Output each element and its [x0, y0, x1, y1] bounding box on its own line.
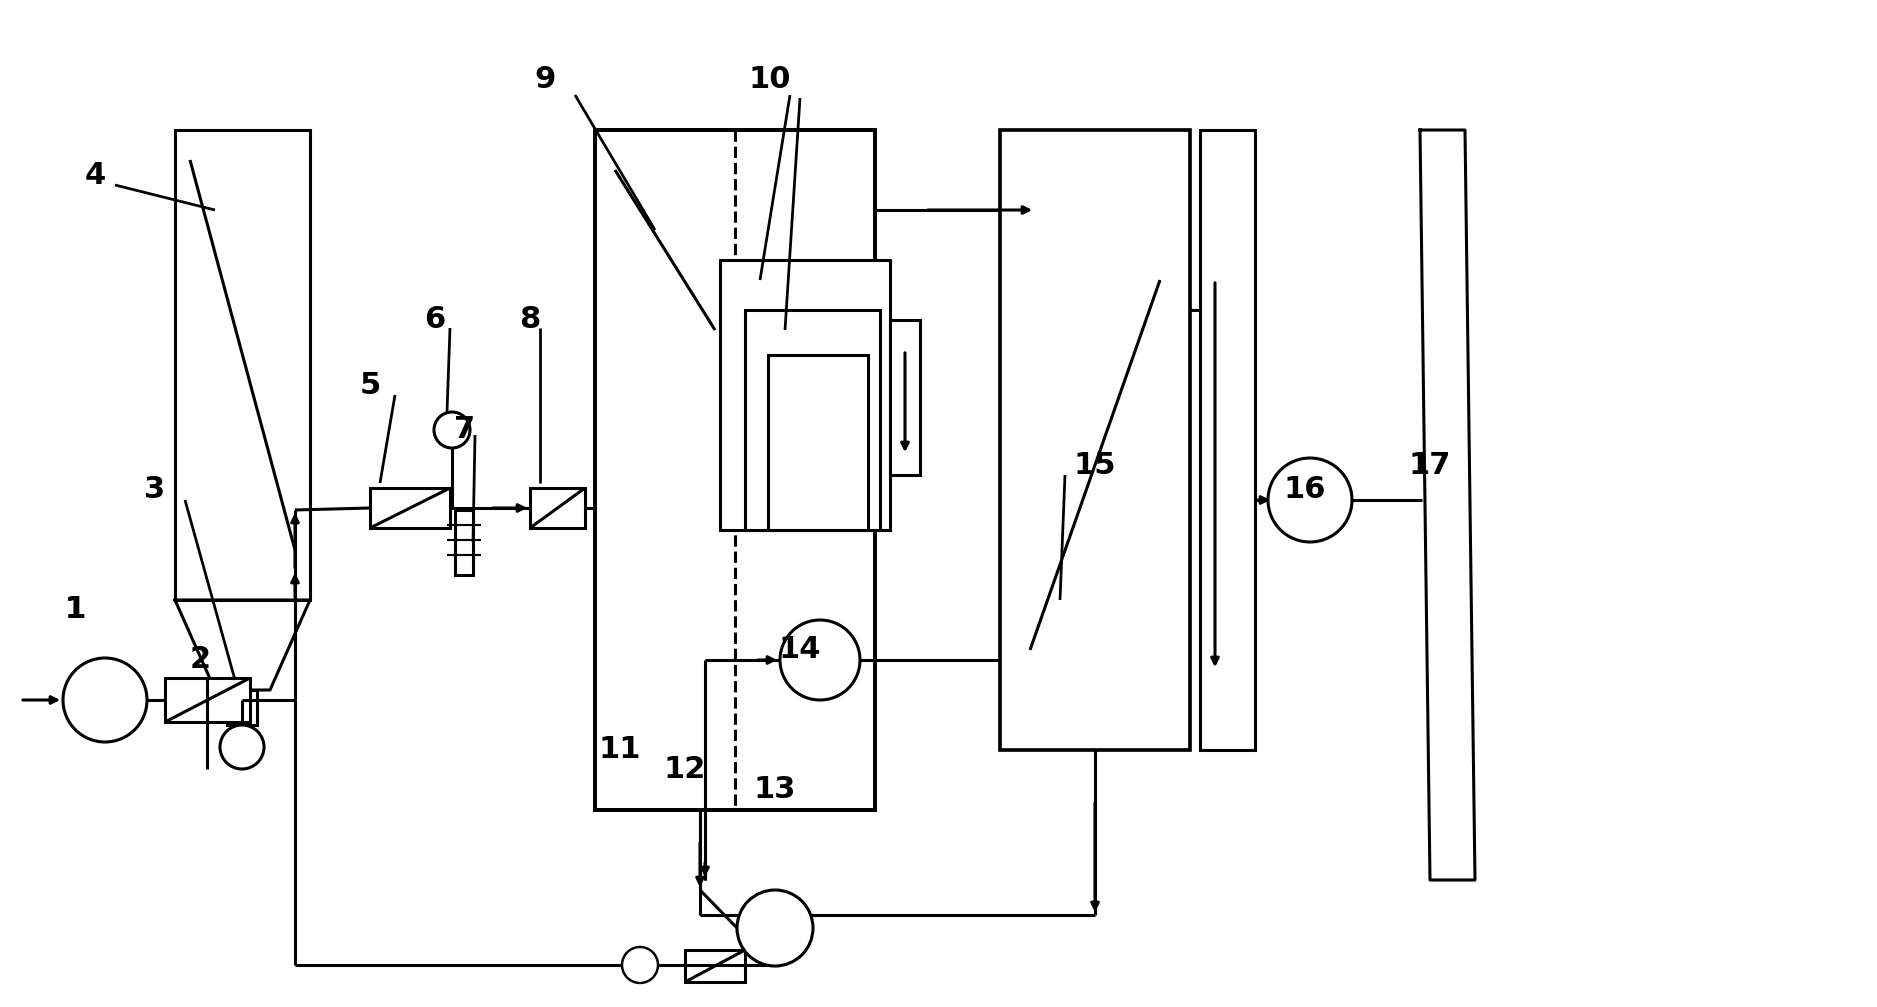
- Text: 14: 14: [779, 635, 822, 665]
- Text: 1: 1: [64, 595, 86, 624]
- Circle shape: [64, 658, 146, 742]
- Text: 2: 2: [190, 645, 210, 675]
- Text: 4: 4: [84, 160, 105, 189]
- Text: 1: 1: [64, 595, 86, 624]
- Text: 9: 9: [535, 65, 556, 95]
- Text: 13: 13: [755, 775, 796, 805]
- Polygon shape: [1421, 130, 1475, 880]
- Bar: [685, 950, 745, 982]
- Text: 15: 15: [1074, 450, 1117, 479]
- Circle shape: [621, 947, 659, 983]
- Circle shape: [738, 890, 813, 966]
- Bar: [529, 488, 586, 528]
- Bar: [165, 678, 250, 722]
- Text: 12: 12: [664, 755, 706, 784]
- Bar: [1199, 130, 1256, 750]
- Text: 3: 3: [145, 475, 165, 505]
- Bar: [1000, 130, 1190, 750]
- Bar: [745, 310, 880, 530]
- Circle shape: [781, 620, 860, 700]
- Text: 5: 5: [359, 371, 381, 400]
- Bar: [890, 320, 920, 475]
- Bar: [370, 488, 450, 528]
- Text: 17: 17: [1410, 450, 1451, 479]
- Circle shape: [1269, 458, 1351, 542]
- Text: 6: 6: [424, 305, 445, 334]
- Circle shape: [220, 725, 265, 769]
- Text: 16: 16: [1284, 475, 1327, 505]
- Text: 1: 1: [64, 595, 86, 624]
- Bar: [595, 130, 875, 810]
- Text: 11: 11: [599, 735, 642, 764]
- Bar: [175, 130, 310, 600]
- Bar: [768, 355, 867, 530]
- Bar: [454, 510, 473, 575]
- Bar: [227, 690, 257, 725]
- Text: 7: 7: [454, 416, 475, 444]
- Circle shape: [434, 412, 469, 448]
- Bar: [721, 260, 890, 530]
- Text: 10: 10: [749, 65, 792, 95]
- Polygon shape: [175, 600, 310, 690]
- Text: 8: 8: [520, 305, 541, 334]
